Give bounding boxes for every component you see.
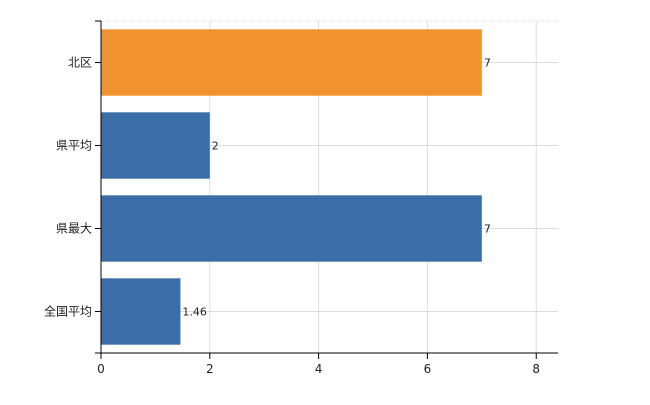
y-tick-label-2: 県最大 (56, 222, 92, 236)
y-tick-label-3: 全国平均 (44, 304, 92, 319)
x-tick-label-2: 4 (315, 362, 323, 376)
y-tick-label-1: 県平均 (56, 139, 92, 153)
bar-2 (101, 195, 482, 262)
data-label-0: 7 (484, 57, 491, 70)
bar-3 (101, 278, 181, 345)
data-label-2: 7 (484, 223, 491, 236)
x-tick-label-1: 2 (206, 362, 214, 376)
data-label-3: 1.46 (182, 306, 207, 319)
y-tick-label-0: 北区 (68, 56, 92, 70)
x-tick-label-4: 8 (532, 362, 540, 376)
bar-0 (101, 29, 482, 96)
x-tick-label-0: 0 (97, 362, 105, 376)
bar-1 (101, 112, 210, 179)
x-tick-label-3: 6 (424, 362, 432, 376)
data-label-1: 2 (212, 140, 219, 153)
